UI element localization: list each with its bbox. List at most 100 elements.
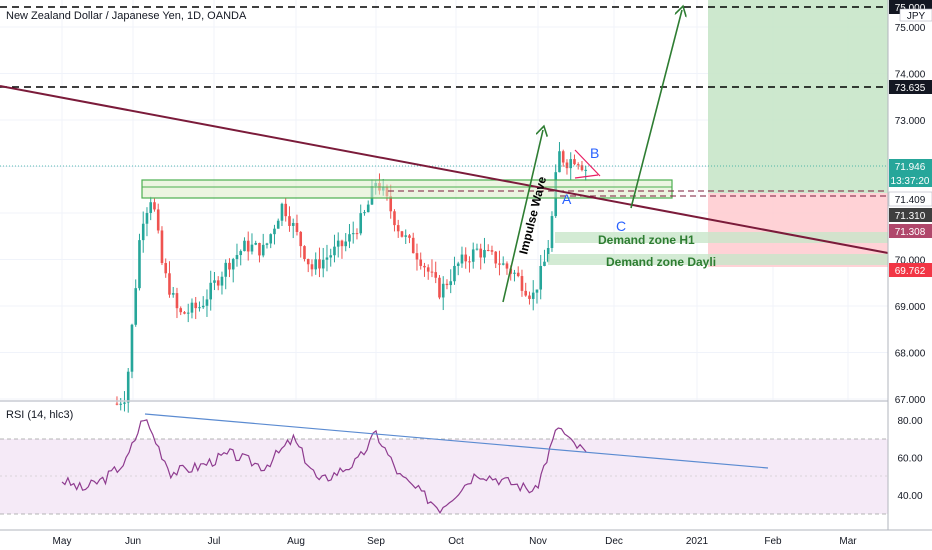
candle-body [513, 272, 516, 274]
wave-b-label: B [590, 145, 599, 161]
price-tick-label: 74.000 [895, 70, 926, 81]
price-tag-entry[interactable]: 71.409 [888, 191, 932, 207]
candle-body [254, 242, 258, 245]
rsi-series-line [61, 419, 587, 514]
price-tag-level-b[interactable]: 71.308 [889, 224, 932, 238]
candle-body [168, 273, 171, 295]
candle-body [246, 240, 250, 252]
candle-body [209, 282, 213, 300]
candle-body [456, 263, 460, 266]
candle-body [565, 162, 569, 169]
time-tick-label: May [53, 536, 72, 547]
candle-body [539, 265, 543, 290]
chart-title: New Zealand Dollar / Japanese Yen, 1D, O… [6, 10, 247, 22]
time-axis[interactable] [0, 530, 932, 550]
candle-body [288, 216, 291, 226]
candle-body [524, 290, 528, 296]
price-tag-current-text: 71.946 [895, 162, 926, 173]
impulse-arrow[interactable] [502, 130, 543, 303]
price-tag-entry-text: 71.409 [895, 195, 926, 206]
candle-body [126, 371, 130, 403]
candle-body [550, 216, 554, 249]
candle-body [231, 259, 235, 270]
price-tag-tp1[interactable]: 73.635 [889, 80, 932, 94]
candle-body [171, 293, 175, 295]
candle-body [194, 302, 198, 309]
candle-body [216, 280, 220, 286]
candle-body [520, 276, 524, 291]
candle-body [438, 277, 441, 298]
candle-body [138, 240, 141, 289]
candle-body [535, 289, 539, 293]
candle-body [494, 251, 498, 264]
candle-body [561, 151, 565, 163]
candle-body [580, 165, 584, 171]
rsi-tick-label: 40.00 [897, 491, 922, 502]
candle-body [123, 402, 126, 404]
time-tick-label: Aug [287, 536, 305, 547]
candle-body [220, 276, 224, 286]
candle-body [329, 255, 333, 258]
time-tick-label: Oct [448, 536, 464, 547]
candle-body [516, 272, 520, 277]
candle-body [483, 249, 486, 258]
price-tag-countdown-text: 13:37:20 [891, 176, 930, 187]
target-arrow[interactable] [630, 10, 682, 209]
candle-body [441, 283, 445, 298]
candle-body [198, 307, 201, 309]
price-tag-current[interactable]: 71.946 13:37:20 [889, 159, 932, 187]
candle-body [471, 249, 475, 262]
candle-body [475, 248, 479, 250]
candle-body [258, 242, 261, 256]
rsi-tick-label: 60.00 [897, 454, 922, 465]
candle-body [404, 235, 408, 237]
candle-body [400, 231, 404, 237]
candle-body [430, 271, 434, 273]
candle-body [310, 264, 314, 270]
price-tag-level-a[interactable]: 71.310 [889, 208, 932, 222]
candle-body [250, 244, 254, 252]
rsi-ticks: 40.00 60.00 80.00 [897, 416, 922, 502]
candle-body [584, 169, 588, 171]
price-tag-stop[interactable]: 69.762 [889, 263, 932, 277]
demand-zone-h1[interactable] [555, 232, 888, 243]
candle-body [408, 235, 411, 238]
candle-body [505, 263, 509, 269]
demand-zone-daily-label: Demand zone Dayli [606, 255, 716, 269]
candle-body [321, 259, 325, 269]
candle-body [423, 265, 426, 268]
candle-body [186, 312, 190, 314]
time-tick-label: Jul [208, 536, 221, 547]
currency-badge-text: JPY [907, 11, 926, 22]
candle-body [411, 237, 415, 254]
candle-body [306, 259, 310, 265]
candle-body [393, 211, 396, 226]
candle-body [153, 202, 156, 210]
rsi-label: RSI (14, hlc3) [6, 409, 73, 421]
candle-body [141, 223, 145, 241]
candle-body [325, 257, 329, 260]
candle-body [569, 159, 573, 169]
candle-body [479, 248, 483, 258]
candle-body [228, 262, 231, 270]
candle-body [359, 213, 363, 234]
pennant-upper-line[interactable] [574, 149, 601, 177]
candle-body [276, 220, 280, 229]
descending-trendline[interactable] [0, 85, 889, 254]
pennant-lower-line[interactable] [574, 174, 599, 179]
candle-body [134, 288, 138, 325]
price-tag-level-b-text: 71.308 [895, 227, 926, 238]
price-tick-label: 73.000 [895, 116, 926, 127]
resistance-zone[interactable] [141, 179, 673, 199]
candle-body [531, 292, 535, 299]
candle-body [460, 254, 464, 264]
price-tick-label: 67.000 [895, 395, 926, 406]
price-tick-label: 75.000 [895, 23, 926, 34]
rsi-trendline[interactable] [144, 413, 769, 469]
candle-body [145, 212, 149, 224]
candle-body [119, 403, 123, 405]
price-tag-target-text: 75.000 [895, 3, 926, 14]
candle-body [160, 230, 164, 264]
demand-zone-daily[interactable] [548, 254, 888, 265]
candle-body [468, 261, 471, 263]
